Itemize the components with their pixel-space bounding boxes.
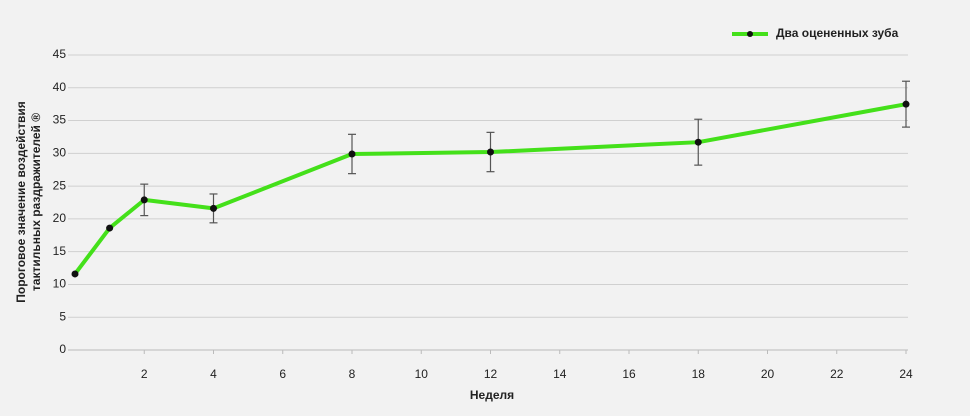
y-tick-label: 5 [59,309,66,323]
legend-marker [747,31,753,37]
x-tick-label: 8 [349,367,356,381]
y-tick-label: 30 [53,146,67,160]
x-tick-label: 2 [141,367,148,381]
data-point [106,224,114,232]
y-tick-label: 45 [53,47,67,61]
y-tick-label: 35 [53,113,67,127]
data-point [902,100,910,108]
data-point [140,196,148,204]
x-axis-title: Неделя [470,388,514,402]
y-tick-label: 20 [53,211,67,225]
y-tick-label: 25 [53,178,67,192]
data-point [487,148,494,156]
data-point [348,150,356,158]
x-tick-label: 6 [279,367,286,381]
data-point [71,270,79,278]
x-tick-label: 16 [622,367,636,381]
y-axis-title-line: Пороговое значение воздействия [14,101,28,303]
x-tick-label: 18 [692,367,706,381]
x-tick-label: 20 [761,367,775,381]
x-tick-label: 12 [484,367,498,381]
y-axis-title-line: тактильных раздражителей ® [29,113,43,291]
x-tick-label: 14 [553,367,567,381]
y-tick-label: 15 [53,244,67,258]
x-tick-label: 10 [415,367,429,381]
x-tick-label: 24 [899,367,913,381]
y-tick-label: 10 [53,277,67,291]
data-line [73,102,907,276]
data-point [210,204,217,212]
y-axis-title: Пороговое значение воздействия тактильны… [14,101,43,303]
x-tick-label: 4 [210,367,217,381]
data-point [694,138,702,146]
y-tick-label: 40 [53,80,67,94]
legend-label: Два оцененных зуба [776,26,899,40]
y-tick-label: 0 [59,342,66,356]
x-tick-label: 22 [830,367,844,381]
